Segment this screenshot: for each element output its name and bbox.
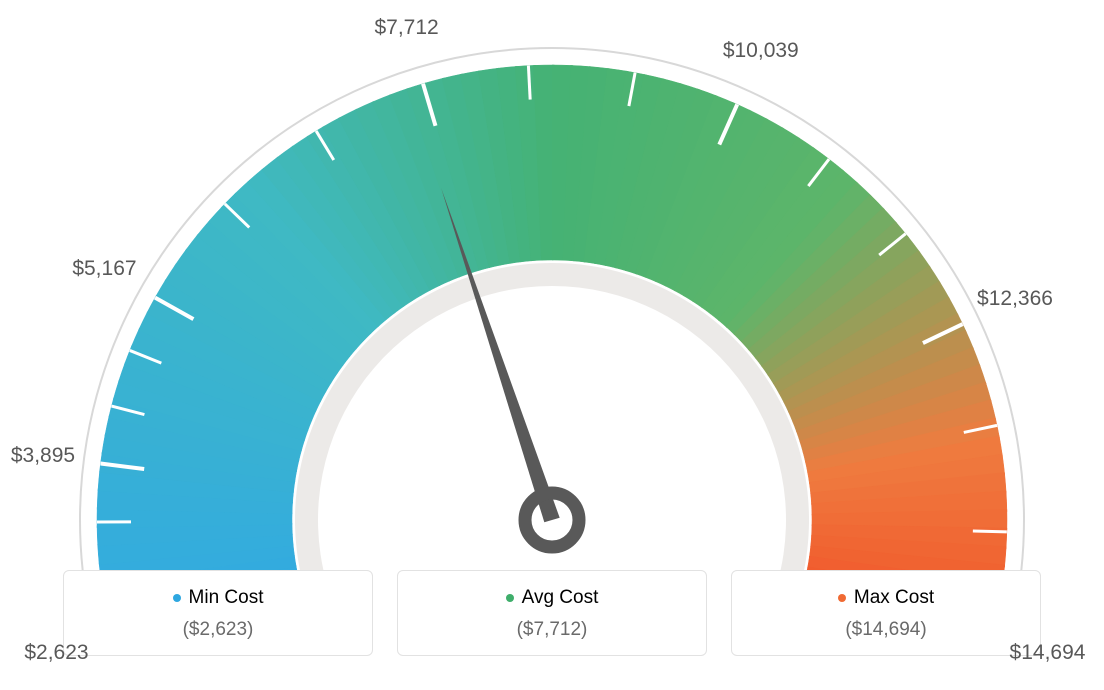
legend-dot-min xyxy=(173,594,181,602)
legend-title-avg: Avg Cost xyxy=(506,587,599,609)
legend-value-avg: ($7,712) xyxy=(398,619,706,641)
legend-title-text: Avg Cost xyxy=(522,587,599,609)
legend-dot-max xyxy=(838,594,846,602)
gauge-tick-label: $12,366 xyxy=(977,287,1053,311)
gauge-tick-label: $7,712 xyxy=(374,16,438,40)
legend-title-text: Max Cost xyxy=(854,587,934,609)
legend-card-max: Max Cost ($14,694) xyxy=(731,570,1041,656)
legend-title-text: Min Cost xyxy=(189,587,264,609)
gauge-tick-label: $10,039 xyxy=(723,39,799,63)
legend-card-avg: Avg Cost ($7,712) xyxy=(397,570,707,656)
gauge-tick-label: $5,167 xyxy=(72,257,136,281)
legend-value-min: ($2,623) xyxy=(64,619,372,641)
gauge-tick-label: $2,623 xyxy=(24,641,88,665)
gauge-svg xyxy=(0,0,1104,570)
legend-value-max: ($14,694) xyxy=(732,619,1040,641)
gauge-tick-label: $3,895 xyxy=(11,444,75,468)
legend-title-max: Max Cost xyxy=(838,587,934,609)
gauge-chart: $2,623$3,895$5,167$7,712$10,039$12,366$1… xyxy=(0,0,1104,570)
legend-dot-avg xyxy=(506,594,514,602)
legend-title-min: Min Cost xyxy=(173,587,264,609)
gauge-tick-label: $14,694 xyxy=(1010,641,1086,665)
legend-card-min: Min Cost ($2,623) xyxy=(63,570,373,656)
legend-row: Min Cost ($2,623) Avg Cost ($7,712) Max … xyxy=(0,570,1104,656)
